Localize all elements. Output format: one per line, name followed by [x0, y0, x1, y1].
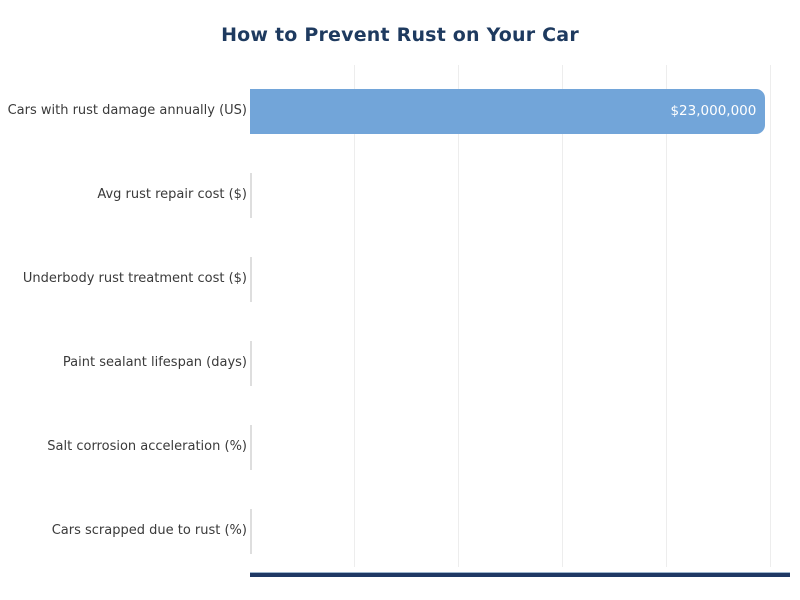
category-label: Cars with rust damage annually (US): [7, 102, 247, 118]
category-label: Avg rust repair cost ($): [97, 186, 247, 202]
bar-track: [250, 424, 790, 470]
gridline: [770, 65, 771, 567]
bar: $23,000,000: [250, 88, 766, 134]
chart-row: Underbody rust treatment cost ($): [0, 237, 800, 321]
bar-track: [250, 508, 790, 554]
bar-rows: Cars with rust damage annually (US) $23,…: [0, 69, 800, 573]
chart-row: Salt corrosion acceleration (%): [0, 405, 800, 489]
bar-track: [250, 256, 790, 302]
gridline: [666, 65, 667, 567]
category-label: Cars scrapped due to rust (%): [51, 522, 247, 538]
bar: [250, 508, 252, 554]
category-label: Salt corrosion acceleration (%): [47, 438, 247, 454]
chart-title: How to Prevent Rust on Your Car: [221, 24, 579, 46]
bar-track: [250, 172, 790, 218]
bar: [250, 256, 252, 302]
gridline: [562, 65, 563, 567]
plot-area: [250, 65, 790, 577]
chart-row: Paint sealant lifespan (days): [0, 321, 800, 405]
bar: [250, 424, 252, 470]
chart-row: Cars with rust damage annually (US) $23,…: [0, 69, 800, 153]
chart-row: Cars scrapped due to rust (%): [0, 489, 800, 573]
chart-row: Avg rust repair cost ($): [0, 153, 800, 237]
gridline: [458, 65, 459, 567]
bar-value-label: $23,000,000: [670, 103, 757, 119]
bar-track: $23,000,000: [250, 88, 790, 134]
bar: [250, 340, 252, 386]
bar-track: [250, 340, 790, 386]
x-axis-line: [250, 572, 790, 577]
category-label: Underbody rust treatment cost ($): [22, 270, 247, 286]
category-label: Paint sealant lifespan (days): [62, 354, 247, 370]
bar: [250, 172, 252, 218]
gridline: [354, 65, 355, 567]
